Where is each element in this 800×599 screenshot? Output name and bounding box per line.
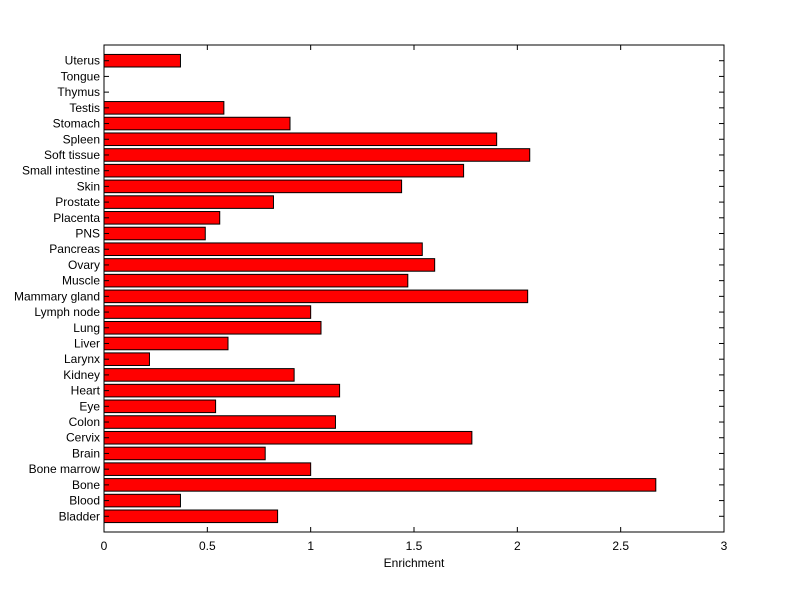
bar-soft-tissue — [103, 148, 531, 162]
x-tick-label: 3 — [721, 539, 728, 553]
bar-muscle — [103, 273, 409, 288]
x-tick-label: 2 — [514, 539, 521, 553]
bar-colon — [103, 415, 336, 429]
y-tick-label: Small intestine — [22, 164, 100, 178]
y-tick-label: Placenta — [53, 211, 100, 225]
x-tick-labels: 0 0.5 1 1.5 2 2.5 3 — [101, 539, 728, 553]
bar-blood — [103, 493, 181, 508]
bar-liver — [103, 336, 229, 351]
y-tick-label: Thymus — [57, 85, 100, 99]
y-tick-label: Heart — [71, 384, 101, 398]
y-tick-label: Pancreas — [49, 242, 100, 256]
bar-bone — [103, 478, 657, 492]
x-tick-label: 1.5 — [406, 539, 423, 553]
x-tick-label: 0.5 — [199, 539, 216, 553]
y-tick-label: Spleen — [63, 132, 100, 146]
bar-bladder — [103, 509, 279, 524]
plot-frame — [103, 44, 725, 533]
y-tick-label: Blood — [69, 494, 100, 508]
y-tick-label: Cervix — [66, 431, 100, 445]
y-tick-label: Ovary — [68, 258, 100, 272]
bar-prostate — [103, 195, 274, 209]
bar-lymph-node — [103, 305, 312, 319]
y-tick-label: Lung — [73, 321, 100, 335]
y-tick-label: Bladder — [59, 509, 100, 523]
y-tick-label: Stomach — [53, 117, 100, 131]
bar-lung — [103, 320, 322, 335]
y-tick-label: Uterus — [65, 54, 100, 68]
y-tick-label: Kidney — [63, 368, 100, 382]
bar-uterus — [103, 53, 181, 68]
bar-stomach — [103, 116, 291, 131]
bar-spleen — [103, 132, 498, 147]
bar-bone-marrow — [103, 462, 312, 476]
y-tick-label: Prostate — [55, 195, 100, 209]
bar-mammary-gland — [103, 289, 529, 304]
y-tick-label: Bone marrow — [29, 462, 101, 476]
bar-skin — [103, 179, 403, 194]
y-tick-label: Mammary gland — [14, 289, 100, 303]
x-tick-label: 2.5 — [612, 539, 629, 553]
y-tick-label: Colon — [69, 415, 100, 429]
bar-eye — [103, 399, 217, 414]
x-tick-label: 1 — [307, 539, 314, 553]
y-tick-label: Bone — [72, 478, 100, 492]
y-tick-label: Lymph node — [34, 305, 100, 319]
y-tick-label: Soft tissue — [44, 148, 100, 162]
bar-placenta — [103, 211, 221, 225]
y-tick-label: Liver — [74, 336, 100, 350]
y-tick-label: Eye — [79, 399, 100, 413]
bar-ovary — [103, 258, 436, 272]
y-tick-label: Brain — [72, 446, 100, 460]
bar-kidney — [103, 368, 295, 382]
x-axis-label: Enrichment — [384, 556, 445, 570]
bar-testis — [103, 101, 225, 115]
bar-cervix — [103, 430, 473, 445]
y-tick-label: PNS — [75, 227, 100, 241]
bar-heart — [103, 383, 341, 398]
bar-small-intestine — [103, 163, 465, 178]
y-tick-label: Tongue — [61, 69, 101, 83]
bar-larynx — [103, 352, 150, 366]
y-tick-label: Muscle — [62, 274, 100, 288]
y-tick-label: Skin — [77, 179, 100, 193]
bar-pns — [103, 226, 206, 241]
y-tick-label: Testis — [69, 101, 100, 115]
y-tick-label: Larynx — [64, 352, 100, 366]
bar-brain — [103, 446, 266, 461]
bar-pancreas — [103, 242, 423, 257]
x-tick-label: 0 — [101, 539, 108, 553]
